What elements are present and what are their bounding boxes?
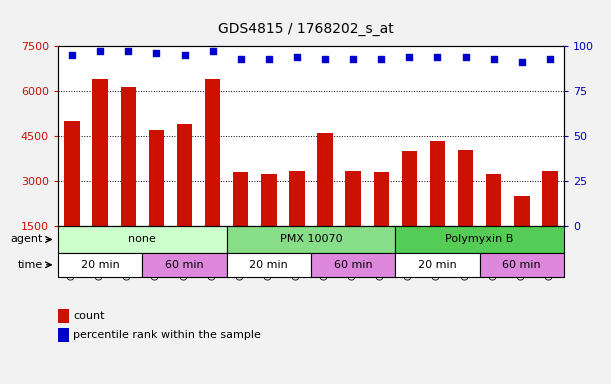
Bar — [395, 226, 564, 253]
Bar — [345, 171, 361, 226]
Text: count: count — [73, 311, 105, 321]
Bar — [458, 150, 474, 226]
Bar — [233, 172, 249, 226]
Bar — [311, 253, 395, 277]
Point — [123, 48, 133, 55]
Text: 60 min: 60 min — [334, 260, 373, 270]
Bar — [395, 253, 480, 277]
Point — [517, 59, 527, 65]
Bar — [261, 174, 277, 226]
Bar — [430, 141, 445, 226]
Point — [236, 56, 246, 62]
Text: none: none — [128, 235, 156, 245]
Point — [545, 56, 555, 62]
Point — [95, 48, 105, 55]
Point — [264, 56, 274, 62]
Point — [404, 54, 414, 60]
Bar — [227, 226, 395, 253]
Bar — [64, 121, 80, 226]
Text: 20 min: 20 min — [418, 260, 457, 270]
Text: 20 min: 20 min — [249, 260, 288, 270]
Text: 60 min: 60 min — [502, 260, 541, 270]
Bar — [480, 253, 564, 277]
Bar — [177, 124, 192, 226]
Point — [433, 54, 442, 60]
Text: 60 min: 60 min — [165, 260, 204, 270]
Bar — [514, 196, 530, 226]
Bar — [142, 253, 227, 277]
Bar — [317, 133, 333, 226]
Bar — [58, 253, 142, 277]
Bar — [486, 174, 502, 226]
Point — [292, 54, 302, 60]
Text: 20 min: 20 min — [81, 260, 120, 270]
Point — [67, 52, 77, 58]
Bar — [373, 172, 389, 226]
Point — [180, 52, 189, 58]
Text: PMX 10070: PMX 10070 — [280, 235, 342, 245]
Bar — [120, 87, 136, 226]
Point — [320, 56, 330, 62]
Bar — [289, 171, 305, 226]
Bar — [148, 130, 164, 226]
Bar — [227, 253, 311, 277]
Text: GDS4815 / 1768202_s_at: GDS4815 / 1768202_s_at — [218, 23, 393, 36]
Text: time: time — [18, 260, 43, 270]
Text: Polymyxin B: Polymyxin B — [445, 235, 514, 245]
Point — [461, 54, 470, 60]
Point — [376, 56, 386, 62]
Bar — [542, 171, 558, 226]
Bar — [92, 79, 108, 226]
Point — [152, 50, 161, 56]
Bar — [205, 79, 221, 226]
Text: agent: agent — [10, 235, 43, 245]
Point — [489, 56, 499, 62]
Bar — [58, 226, 227, 253]
Point — [348, 56, 358, 62]
Text: percentile rank within the sample: percentile rank within the sample — [73, 330, 261, 340]
Bar — [401, 151, 417, 226]
Point — [208, 48, 218, 55]
